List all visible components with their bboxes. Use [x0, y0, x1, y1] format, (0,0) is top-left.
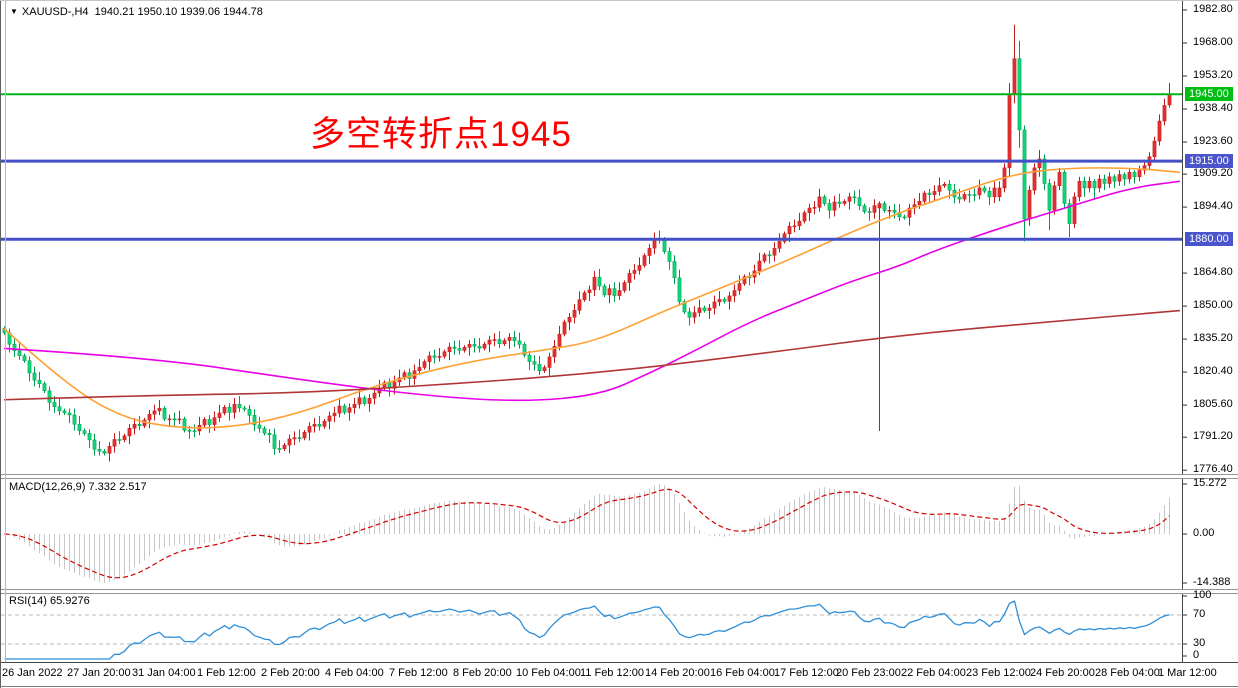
price-line-tag: 1880.00 — [1185, 232, 1233, 247]
time-tick-label: 24 Feb 20:00 — [1030, 667, 1095, 679]
ma-fast-orange — [3, 167, 1181, 429]
rsi-value: 65.9276 — [49, 595, 90, 607]
time-tick-label: 14 Feb 20:00 — [645, 667, 710, 679]
price-tick-label: 1805.60 — [1193, 398, 1233, 411]
rsi-axis-label: 100 — [1193, 589, 1212, 601]
time-tick-label: 16 Feb 04:00 — [710, 667, 775, 679]
price-tick-label: 1938.40 — [1193, 101, 1233, 114]
macd-axis-label: 15.272 — [1193, 477, 1227, 489]
rsi-indicator-label: RSI(14) 65.9276 — [9, 595, 90, 607]
time-tick-label: 1 Feb 12:00 — [197, 667, 256, 679]
macd-axis-label: 0.00 — [1193, 527, 1215, 539]
time-tick-label: 4 Feb 04:00 — [325, 667, 384, 679]
price-tick-label: 1894.40 — [1193, 200, 1233, 213]
time-tick-label: 28 Feb 04:00 — [1095, 667, 1160, 679]
price-line-tag: 1915.00 — [1185, 154, 1233, 169]
ma-mid-magenta — [3, 180, 1181, 402]
price-tick-label: 1820.40 — [1193, 365, 1233, 378]
window-border-top — [0, 0, 1238, 1]
time-axis[interactable]: 26 Jan 2022 27 Jan 20:00 31 Jan 04:00 1 Feb… — [0, 663, 1238, 688]
rsi-axis-label: 30 — [1193, 637, 1206, 649]
time-tick-label: 27 Jan 20:00 — [67, 667, 131, 679]
macd-name: MACD(12,26,9) — [9, 481, 86, 493]
time-tick-label: 2 Feb 20:00 — [261, 667, 320, 679]
price-tick-label: 1776.40 — [1193, 463, 1233, 476]
rsi-axis-label: 70 — [1193, 608, 1206, 620]
macd-values: 7.332 2.517 — [88, 481, 147, 493]
time-tick-label: 20 Feb 23:00 — [836, 667, 901, 679]
time-tick-label: 7 Feb 12:00 — [389, 667, 448, 679]
macd-axis-label: -14.388 — [1193, 576, 1231, 588]
symbol-timeframe-label: XAUUSD-,H4 — [21, 6, 89, 18]
rsi-axis-label: 0 — [1193, 649, 1200, 661]
price-line-tag: 1945.00 — [1185, 87, 1233, 102]
price-tick-label: 1982.80 — [1193, 3, 1233, 15]
time-tick-label: 11 Feb 12:00 — [580, 667, 645, 679]
rsi-name: RSI(14) — [9, 595, 47, 607]
time-tick-label: 26 Jan 2022 — [2, 667, 63, 679]
window-border-bottom — [0, 686, 1238, 687]
price-tick-label: 1923.60 — [1193, 134, 1233, 147]
price-tick-label: 1953.20 — [1193, 68, 1233, 81]
window-border-left — [0, 0, 1, 688]
time-tick-label: 1 Mar 12:00 — [1158, 667, 1217, 679]
chart-border-left — [5, 0, 6, 662]
panel-separator-macd[interactable] — [0, 474, 1238, 479]
time-tick-label: 10 Feb 04:00 — [516, 667, 581, 679]
symbol-dropdown-icon[interactable]: ▼ — [10, 7, 18, 16]
annotation-text[interactable]: 多空转折点1945 — [310, 115, 572, 154]
chart-title: ▼ XAUUSD-,H4 1940.21 1950.10 1939.06 1944… — [10, 6, 263, 18]
price-tick-label: 1835.20 — [1193, 332, 1233, 345]
ohlc-values: 1940.21 1950.10 1939.06 1944.78 — [94, 6, 263, 18]
price-tick-label: 1909.20 — [1193, 167, 1233, 180]
time-tick-label: 17 Feb 12:00 — [774, 667, 839, 679]
time-tick-label: 8 Feb 20:00 — [453, 667, 512, 679]
price-tick-label: 1850.00 — [1193, 299, 1233, 312]
price-tick-label: 1968.00 — [1193, 35, 1233, 48]
time-tick-label: 31 Jan 04:00 — [132, 667, 196, 679]
panel-separator-rsi[interactable] — [0, 589, 1238, 594]
time-tick-label: 22 Feb 04:00 — [901, 667, 966, 679]
macd-indicator-label: MACD(12,26,9) 7.332 2.517 — [9, 481, 147, 493]
time-tick-label: 23 Feb 12:00 — [966, 667, 1031, 679]
price-tick-label: 1864.80 — [1193, 266, 1233, 279]
ma-slow-darkred — [3, 309, 1181, 401]
price-tick-label: 1791.20 — [1193, 430, 1233, 443]
price-axis[interactable]: 1982.80 1968.00 1953.20 1938.40 1923.60 1909.… — [1183, 0, 1238, 662]
